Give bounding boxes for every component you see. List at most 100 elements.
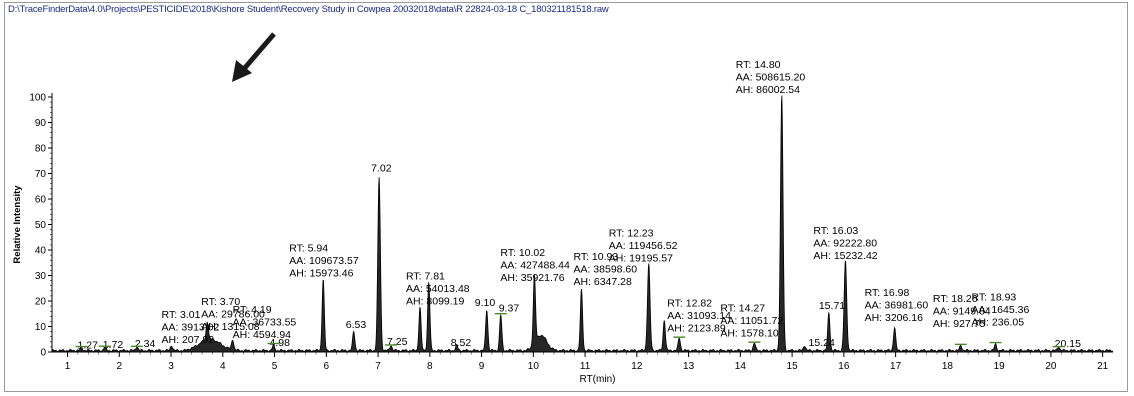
peak-rt-label: 7.25 xyxy=(387,336,408,348)
peak-annotation-line: AA: 29786.00 xyxy=(201,309,265,321)
y-tick-label: 0 xyxy=(40,348,46,359)
y-axis-label: Relative Intensity xyxy=(12,185,23,264)
peak-annotation-line: RT: 10.02 xyxy=(500,247,545,259)
peak-rt-label: 1.72 xyxy=(103,339,124,351)
arrow-annotation xyxy=(232,32,276,82)
y-tick-label: 50 xyxy=(35,220,47,231)
peak-annotation-line: AA: 508615.20 xyxy=(736,72,806,84)
peak-annotation-line: AH: 4594.94 xyxy=(233,329,292,341)
y-tick-label: 90 xyxy=(35,118,47,129)
x-tick-label: 6 xyxy=(324,361,330,372)
x-tick-label: 8 xyxy=(427,361,433,372)
peak-rt-label: 8.52 xyxy=(451,337,472,349)
peak-annotation-line: AA: 36733.55 xyxy=(233,316,297,328)
y-tick-label: 70 xyxy=(35,169,47,180)
x-tick-label: 19 xyxy=(994,361,1006,372)
peak-rt-label: 9.37 xyxy=(499,302,520,314)
peak-rt-label: 6.53 xyxy=(346,319,367,331)
peak-annotation-line: RT: 12.82 xyxy=(667,297,712,309)
peak-rt-label: 15.24 xyxy=(809,337,835,349)
peak-annotation-line: AA: 119456.52 xyxy=(609,240,678,252)
x-tick-label: 13 xyxy=(683,361,695,372)
x-tick-label: 18 xyxy=(942,361,954,372)
peak-annotation-line: AH: 3206.16 xyxy=(865,312,924,324)
peak-annotation-line: RT: 7.81 xyxy=(406,271,445,283)
y-tick-label: 20 xyxy=(35,297,47,308)
peak-annotation-line: AH: 6347.28 xyxy=(573,276,632,288)
y-tick-label: 30 xyxy=(35,271,47,282)
peak-annotation-line: AA: 1645.36 xyxy=(972,304,1030,316)
x-tick-label: 9 xyxy=(479,361,485,372)
x-tick-label: 7 xyxy=(375,361,381,372)
peak-annotation-line: AH: 86002.54 xyxy=(736,84,800,96)
peak-annotation-line: AA: 31093.14 xyxy=(667,310,731,322)
x-tick-label: 1 xyxy=(65,361,71,372)
peak-rt-label: 4.98 xyxy=(270,337,291,349)
peak-annotation-line: RT: 14.80 xyxy=(736,59,781,71)
peak-annotation-line: AA: 36981.60 xyxy=(865,300,929,312)
peak-annotation-line: AH: 1315.08 xyxy=(201,321,260,333)
x-tick-label: 4 xyxy=(220,361,226,372)
peak-rt-label: 15.71 xyxy=(819,300,845,312)
peak-annotation-line: RT: 16.03 xyxy=(813,225,858,237)
x-tick-label: 20 xyxy=(1045,361,1057,372)
peak-annotation-line: RT: 5.94 xyxy=(289,243,328,255)
peak-annotation-line: AA: 11051.72 xyxy=(720,315,783,327)
peak-annotation-line: RT: 12.23 xyxy=(609,227,654,239)
x-tick-label: 5 xyxy=(272,361,278,372)
peak-annotation-line: AA: 54013.48 xyxy=(406,283,470,295)
peak-annotation-line: AA: 3913.02 xyxy=(162,321,220,333)
peak-rt-label: 1.27 xyxy=(78,339,99,351)
y-tick-label: 40 xyxy=(35,246,47,257)
y-tick-label: 100 xyxy=(29,93,46,104)
peak-rt-label: 2.34 xyxy=(135,338,156,350)
peak-annotation-line: RT: 18.26 xyxy=(933,293,978,305)
peak-annotation-line: AA: 38598.60 xyxy=(573,263,637,275)
peak-annotation-line: AA: 427488.44 xyxy=(500,260,570,272)
peak-annotation-line: AA: 109673.57 xyxy=(289,255,359,267)
peak-annotation-line: RT: 10.93 xyxy=(573,251,618,263)
peak-annotation-line: AA: 9149.84 xyxy=(933,305,991,317)
x-tick-label: 10 xyxy=(528,361,540,372)
x-tick-label: 2 xyxy=(117,361,123,372)
chromatogram-frame xyxy=(4,2,1128,392)
peak-annotation-line: RT: 4.19 xyxy=(233,304,272,316)
peak-annotation-line: AH: 207.92 xyxy=(162,334,215,346)
peak-rt-label: 9.10 xyxy=(475,297,496,309)
peak-annotation-line: RT: 18.93 xyxy=(972,292,1017,304)
peak-annotation-line: AH: 8099.19 xyxy=(406,296,465,308)
x-tick-label: 14 xyxy=(735,361,747,372)
peak-annotation-line: RT: 14.27 xyxy=(720,302,765,314)
x-tick-label: 16 xyxy=(838,361,850,372)
file-path-title: D:\TraceFinderData\4.0\Projects\PESTICID… xyxy=(8,4,609,15)
peak-annotation-line: RT: 16.98 xyxy=(865,287,910,299)
x-tick-label: 12 xyxy=(631,361,643,372)
x-tick-label: 3 xyxy=(168,361,174,372)
trace-group xyxy=(51,95,1114,353)
x-tick-label: 15 xyxy=(787,361,799,372)
peak-rt-label: 7.02 xyxy=(371,163,392,175)
peak-annotation-line: AH: 35921.76 xyxy=(500,272,564,284)
peak-annotation-line: AA: 92222.80 xyxy=(813,237,877,249)
peak-annotation-line: RT: 3.01 xyxy=(162,309,201,321)
x-tick-label: 21 xyxy=(1097,361,1109,372)
arrow-shaft xyxy=(241,32,276,72)
peak-annotation-line: AH: 2123.89 xyxy=(667,322,726,334)
y-tick-label: 60 xyxy=(35,195,47,206)
x-axis-label: RT(min) xyxy=(580,374,616,385)
peak-annotation-line: RT: 3.70 xyxy=(201,296,240,308)
y-tick-label: 10 xyxy=(35,322,47,333)
chromatogram-trace xyxy=(51,95,1114,353)
peak-annotation-line: AH: 15232.42 xyxy=(813,250,877,262)
y-tick-label: 80 xyxy=(35,144,47,155)
peak-annotation-line: AH: 927.75 xyxy=(933,318,986,330)
peak-rt-label: 20.15 xyxy=(1055,338,1081,350)
arrow-head xyxy=(232,60,252,82)
x-tick-label: 11 xyxy=(580,361,591,372)
peak-annotation-line: AH: 15973.46 xyxy=(289,268,353,280)
peak-annotation-line: AH: 1578.10 xyxy=(720,327,779,339)
peak-annotation-line: AH: 236.05 xyxy=(972,317,1025,329)
